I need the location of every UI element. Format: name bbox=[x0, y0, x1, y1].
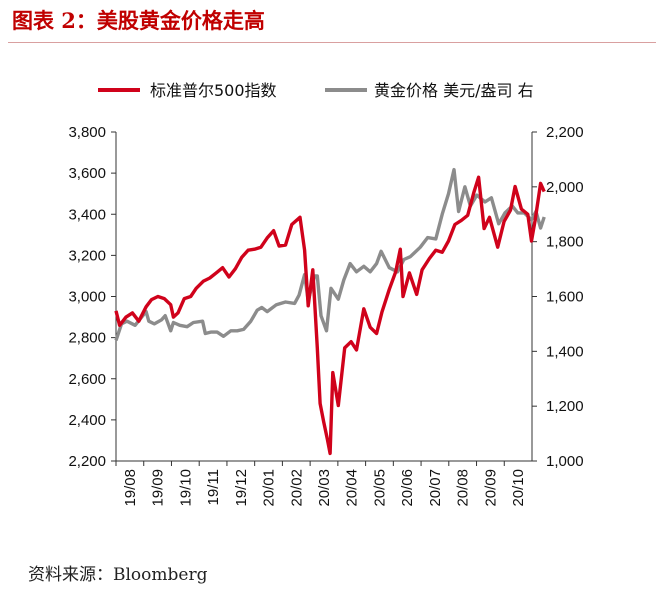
right-tick-label: 2,200 bbox=[546, 124, 584, 141]
chart-axes: 2,200 2,400 2,600 2,800 3,000 3,200 3,400 3,600… bbox=[68, 124, 583, 507]
x-tick-label: 20/06 bbox=[399, 469, 416, 507]
left-tick-label: 2,400 bbox=[68, 412, 106, 429]
right-tick-label: 1,200 bbox=[546, 398, 584, 415]
x-tick-label: 20/02 bbox=[288, 469, 305, 507]
x-tick-label: 20/01 bbox=[261, 469, 278, 507]
sp500-line bbox=[114, 175, 546, 456]
left-tick-label: 3,400 bbox=[68, 206, 106, 223]
left-tick-label: 3,000 bbox=[68, 289, 106, 306]
left-tick-label: 2,800 bbox=[68, 330, 106, 347]
figure-title: 图表 2：美股黄金价格走高 bbox=[12, 8, 265, 33]
right-tick-label: 2,000 bbox=[546, 179, 584, 196]
x-tick-label: 19/08 bbox=[122, 469, 139, 507]
left-tick-label: 3,200 bbox=[68, 247, 106, 264]
x-tick-label: 20/03 bbox=[316, 469, 333, 507]
title-divider bbox=[8, 42, 656, 43]
x-tick-label: 20/09 bbox=[482, 469, 499, 507]
left-tick-label: 2,200 bbox=[68, 453, 106, 470]
x-tick-label: 19/10 bbox=[177, 469, 194, 507]
x-tick-label: 20/04 bbox=[344, 469, 361, 507]
left-tick-label: 3,600 bbox=[68, 165, 106, 182]
x-tick-label: 20/05 bbox=[371, 469, 388, 507]
right-tick-label: 1,000 bbox=[546, 453, 584, 470]
legend-gold-label: 黄金价格 美元/盎司 右 bbox=[374, 81, 534, 100]
x-tick-label: 19/11 bbox=[205, 469, 222, 505]
x-tick-label: 20/10 bbox=[510, 469, 527, 507]
x-tick-label: 20/08 bbox=[455, 469, 472, 507]
chart-legend: 标准普尔500指数 黄金价格 美元/盎司 右 bbox=[98, 81, 534, 100]
right-tick-label: 1,400 bbox=[546, 343, 584, 360]
source-note: 资料来源：Bloomberg bbox=[28, 565, 208, 585]
x-tick-label: 19/09 bbox=[150, 469, 167, 507]
left-tick-label: 3,800 bbox=[68, 124, 106, 141]
right-tick-label: 1,800 bbox=[546, 234, 584, 251]
x-tick-label: 19/12 bbox=[233, 469, 250, 507]
chart-series bbox=[114, 167, 546, 456]
right-tick-label: 1,600 bbox=[546, 289, 584, 306]
left-tick-label: 2,600 bbox=[68, 371, 106, 388]
x-tick-label: 20/07 bbox=[427, 469, 444, 507]
legend-sp500-label: 标准普尔500指数 bbox=[150, 81, 277, 100]
gold-price-line bbox=[114, 167, 546, 341]
